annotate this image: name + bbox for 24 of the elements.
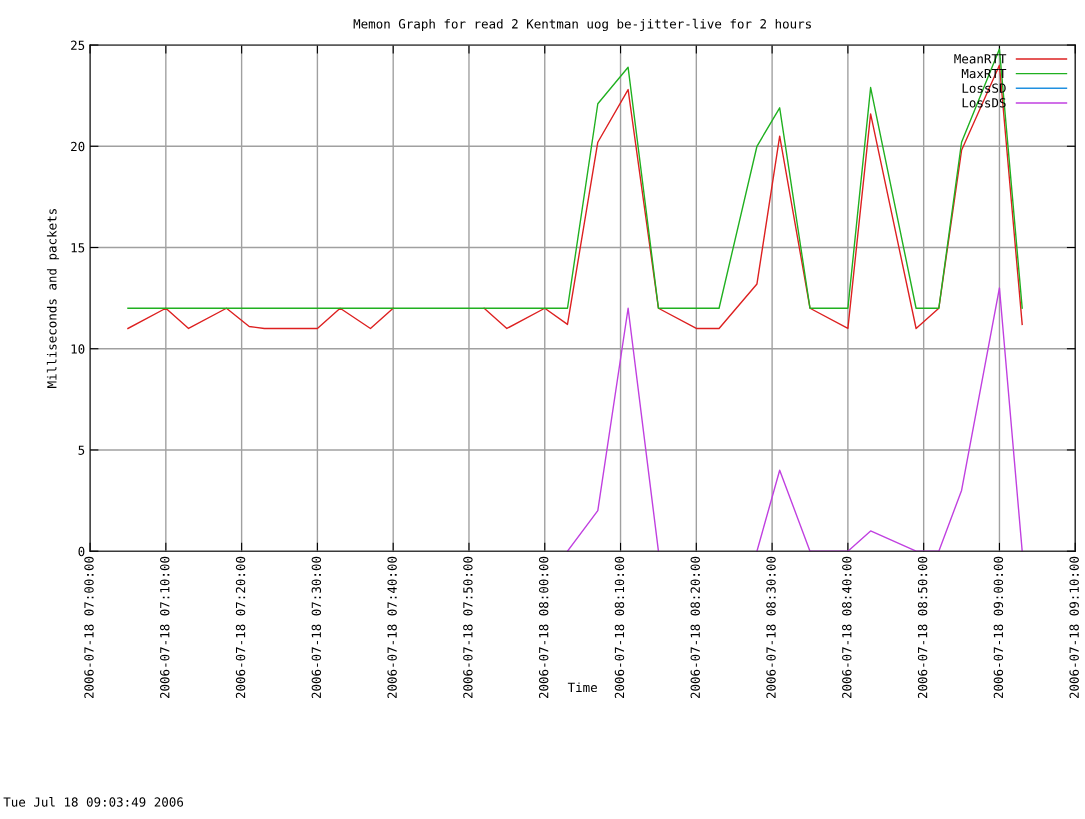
x-tick-label: 2006-07-18 08:20:00 <box>690 556 700 699</box>
x-axis-title: Time <box>567 682 597 693</box>
y-axis-title: Milliseconds and packets <box>46 209 60 388</box>
x-tick-label: 2006-07-18 08:10:00 <box>614 556 625 699</box>
x-tick-label: 2006-07-18 08:30:00 <box>766 556 776 699</box>
y-tick-label: 5 <box>78 445 85 455</box>
x-tick-label: 2006-07-18 08:40:00 <box>842 556 852 699</box>
x-tick-label: 2006-07-18 07:30:00 <box>311 556 322 699</box>
y-tick-label: 25 <box>71 40 85 50</box>
x-tick-label: 2006-07-18 09:10:00 <box>1069 556 1079 699</box>
x-tick-label: 2006-07-18 07:10:00 <box>160 556 170 699</box>
y-tick-label: 15 <box>71 243 85 253</box>
text: Tue Jul 18 09:03:49 2006 <box>3 797 184 807</box>
x-tick-label: 2006-07-18 09:00:00 <box>993 556 1004 699</box>
y-tick-label: 10 <box>71 344 85 354</box>
x-tick-label: 2006-07-18 07:40:00 <box>387 556 397 699</box>
y-tick-label: 20 <box>71 141 85 152</box>
x-tick-label: 2006-07-18 08:50:00 <box>917 556 928 699</box>
y-tick-label: 0 <box>78 546 85 557</box>
chart-title: Memon Graph for read 2 Kentman uog be-jitter-live for 2 hours <box>353 18 811 32</box>
x-tick-label: 2006-07-18 07:50:00 <box>463 556 473 699</box>
x-tick-label: 2006-07-18 07:20:00 <box>235 556 246 699</box>
x-tick-label: 2006-07-18 07:00:00 <box>84 556 94 699</box>
x-tick-label: 2006-07-18 08:00:00 <box>538 556 549 699</box>
